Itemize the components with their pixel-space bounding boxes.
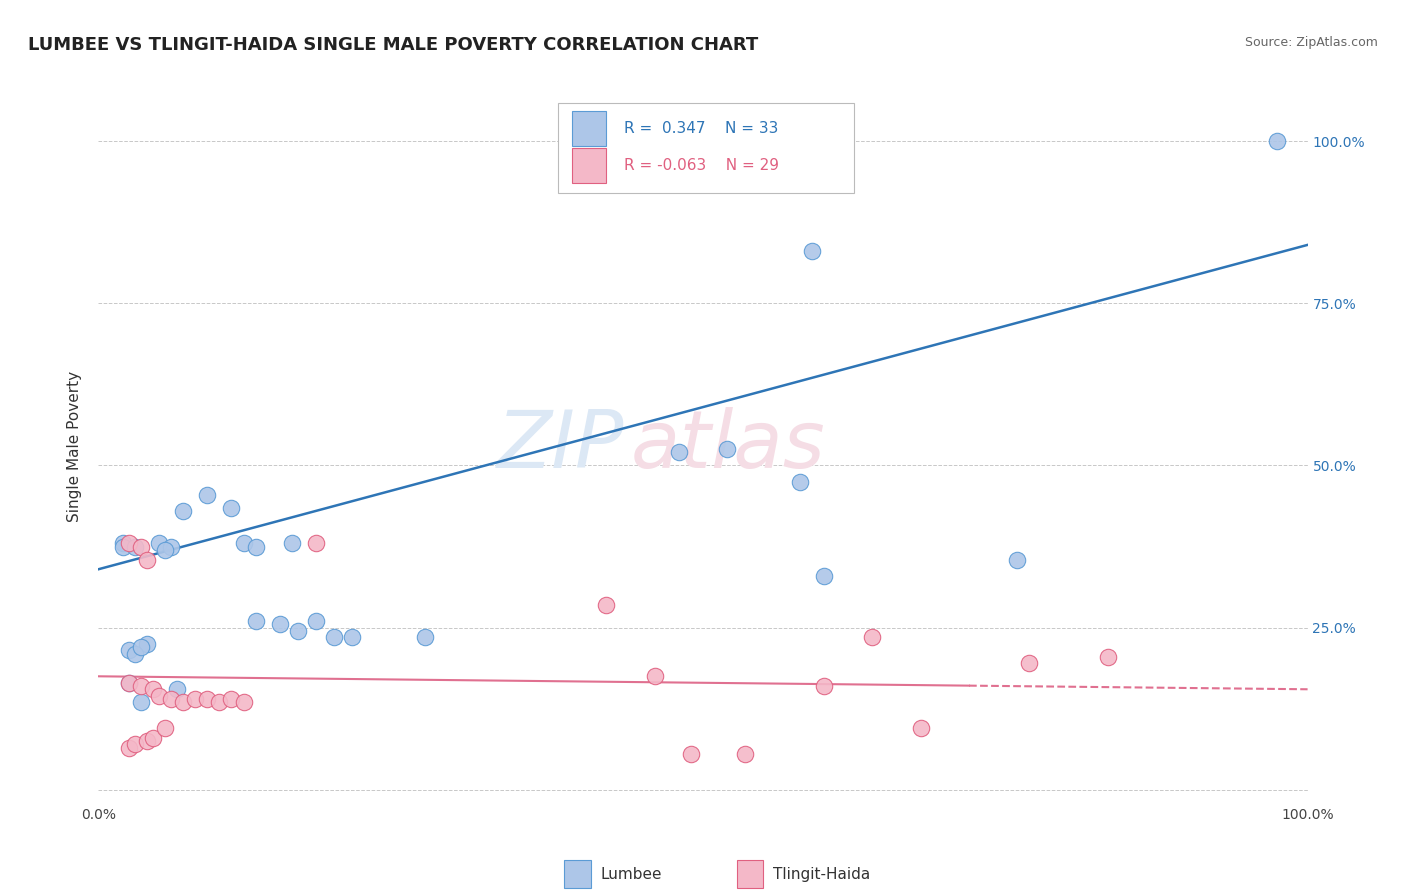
Point <box>1018 657 1040 671</box>
Point <box>644 669 666 683</box>
FancyBboxPatch shape <box>564 860 591 888</box>
Point <box>195 692 218 706</box>
Text: Tlingit-Haida: Tlingit-Haida <box>773 867 870 881</box>
Point <box>148 536 170 550</box>
Point <box>342 631 364 645</box>
Point <box>245 540 267 554</box>
Point <box>153 721 176 735</box>
Point <box>142 682 165 697</box>
Point <box>860 631 883 645</box>
Point <box>413 631 436 645</box>
Point <box>208 695 231 709</box>
Text: atlas: atlas <box>630 407 825 485</box>
Point <box>142 731 165 745</box>
Point <box>1007 552 1029 566</box>
Point <box>118 643 141 657</box>
Point <box>232 536 254 550</box>
Point <box>166 682 188 697</box>
Point <box>160 540 183 554</box>
Point <box>129 679 152 693</box>
Point <box>135 734 157 748</box>
Point <box>813 568 835 582</box>
Point <box>281 536 304 550</box>
Point <box>269 617 291 632</box>
Text: ZIP: ZIP <box>498 407 624 485</box>
Point <box>124 738 146 752</box>
Text: Source: ZipAtlas.com: Source: ZipAtlas.com <box>1244 36 1378 49</box>
Point <box>323 631 346 645</box>
Point <box>118 740 141 755</box>
Text: LUMBEE VS TLINGIT-HAIDA SINGLE MALE POVERTY CORRELATION CHART: LUMBEE VS TLINGIT-HAIDA SINGLE MALE POVE… <box>28 36 758 54</box>
Point <box>148 689 170 703</box>
Point <box>813 679 835 693</box>
Point <box>118 536 141 550</box>
Point <box>118 675 141 690</box>
Point <box>135 637 157 651</box>
Point <box>172 695 194 709</box>
Point <box>153 542 176 557</box>
FancyBboxPatch shape <box>572 148 606 183</box>
Point <box>129 540 152 554</box>
Point <box>287 624 309 638</box>
Point <box>118 675 141 690</box>
Point <box>160 692 183 706</box>
Point <box>184 692 207 706</box>
Point <box>789 475 811 489</box>
Point <box>124 540 146 554</box>
Point <box>1267 134 1289 148</box>
Point <box>305 614 328 628</box>
Point <box>221 692 243 706</box>
Point <box>910 721 932 735</box>
Text: R =  0.347    N = 33: R = 0.347 N = 33 <box>624 121 779 136</box>
Point <box>668 445 690 459</box>
FancyBboxPatch shape <box>737 860 763 888</box>
Point <box>305 536 328 550</box>
Point <box>195 488 218 502</box>
Point <box>129 640 152 654</box>
Point <box>245 614 267 628</box>
Point <box>221 500 243 515</box>
Point <box>111 540 134 554</box>
Point <box>124 647 146 661</box>
Point <box>800 244 823 259</box>
Point <box>135 552 157 566</box>
Point <box>595 598 617 612</box>
Point <box>716 442 738 457</box>
FancyBboxPatch shape <box>572 112 606 145</box>
Point <box>734 747 756 761</box>
Text: R = -0.063    N = 29: R = -0.063 N = 29 <box>624 158 779 173</box>
Text: Lumbee: Lumbee <box>600 867 662 881</box>
Point <box>679 747 702 761</box>
Point <box>129 695 152 709</box>
Point <box>172 504 194 518</box>
Point <box>232 695 254 709</box>
Y-axis label: Single Male Poverty: Single Male Poverty <box>67 370 83 522</box>
FancyBboxPatch shape <box>558 103 855 193</box>
Point <box>1097 649 1119 664</box>
Point <box>111 536 134 550</box>
